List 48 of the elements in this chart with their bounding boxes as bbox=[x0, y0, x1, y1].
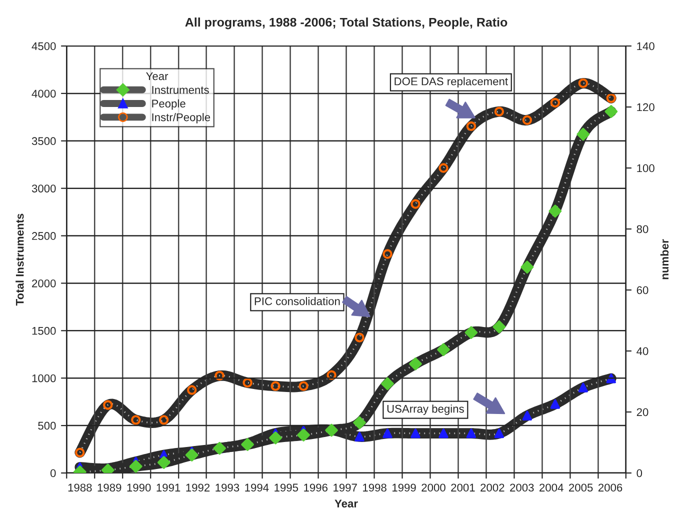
y2-axis-title: number bbox=[660, 239, 669, 280]
y2-tick-label: 20 bbox=[636, 408, 648, 416]
y-tick-label: 1500 bbox=[32, 326, 56, 335]
x-tick-label: 1994 bbox=[245, 484, 269, 492]
x-tick-label: 1998 bbox=[363, 484, 386, 492]
y-tick-label: 500 bbox=[38, 422, 56, 430]
y-tick-label: 4000 bbox=[32, 90, 56, 98]
y2-tick-label: 60 bbox=[636, 286, 648, 294]
y-tick-label: 3000 bbox=[32, 184, 56, 192]
y-axis-title: Total Instruments bbox=[16, 214, 24, 306]
x-tick-label: 1991 bbox=[156, 484, 180, 492]
x-tick-label: 2002 bbox=[480, 484, 504, 492]
x-tick-label: 1993 bbox=[216, 484, 240, 492]
y-tick-label: 3500 bbox=[32, 137, 56, 146]
x-tick-label: 1996 bbox=[304, 484, 328, 492]
x-tick-label: 1999 bbox=[392, 484, 416, 492]
x-tick-label: 2001 bbox=[451, 484, 475, 492]
x-tick-label: 2006 bbox=[598, 484, 622, 492]
legend-label: Instr/People bbox=[152, 113, 210, 124]
chart-title: All programs, 1988 -2006; Total Stations, People, Ratio bbox=[185, 18, 508, 30]
annotation: USArray begins bbox=[387, 404, 464, 415]
legend-label: Instruments bbox=[152, 86, 209, 94]
y2-tick-label: 120 bbox=[637, 103, 654, 112]
y-tick-label: 0 bbox=[50, 469, 56, 478]
x-tick-label: 2003 bbox=[510, 484, 534, 492]
x-tick-label: 1992 bbox=[186, 484, 210, 492]
x-tick-label: 1995 bbox=[274, 484, 298, 492]
y-tick-label: 4500 bbox=[32, 42, 56, 50]
y-tick-label: 2500 bbox=[32, 232, 56, 240]
x-tick-label: 2004 bbox=[540, 484, 564, 492]
y2-tick-label: 0 bbox=[636, 469, 642, 478]
x-tick-label: 2000 bbox=[422, 484, 446, 492]
x-tick-label: 2005 bbox=[569, 484, 593, 492]
y2-tick-label: 140 bbox=[637, 42, 654, 50]
y-tick-label: 2000 bbox=[32, 279, 56, 288]
legend-label: People bbox=[152, 99, 186, 110]
y2-tick-label: 80 bbox=[636, 225, 648, 234]
annotation: PIC consolidation bbox=[254, 297, 340, 306]
x-tick-label: 1997 bbox=[334, 484, 357, 492]
x-tick-label: 1988 bbox=[68, 484, 92, 492]
x-tick-label: 1989 bbox=[98, 484, 122, 492]
y2-tick-label: 40 bbox=[636, 347, 648, 356]
legend-title: Year bbox=[146, 72, 168, 80]
annotation: DOE DAS replacement bbox=[394, 77, 508, 88]
x-axis-title: Year bbox=[334, 500, 358, 508]
x-tick-label: 1990 bbox=[127, 484, 151, 492]
y-tick-label: 1000 bbox=[32, 374, 56, 382]
y2-tick-label: 100 bbox=[637, 164, 654, 172]
